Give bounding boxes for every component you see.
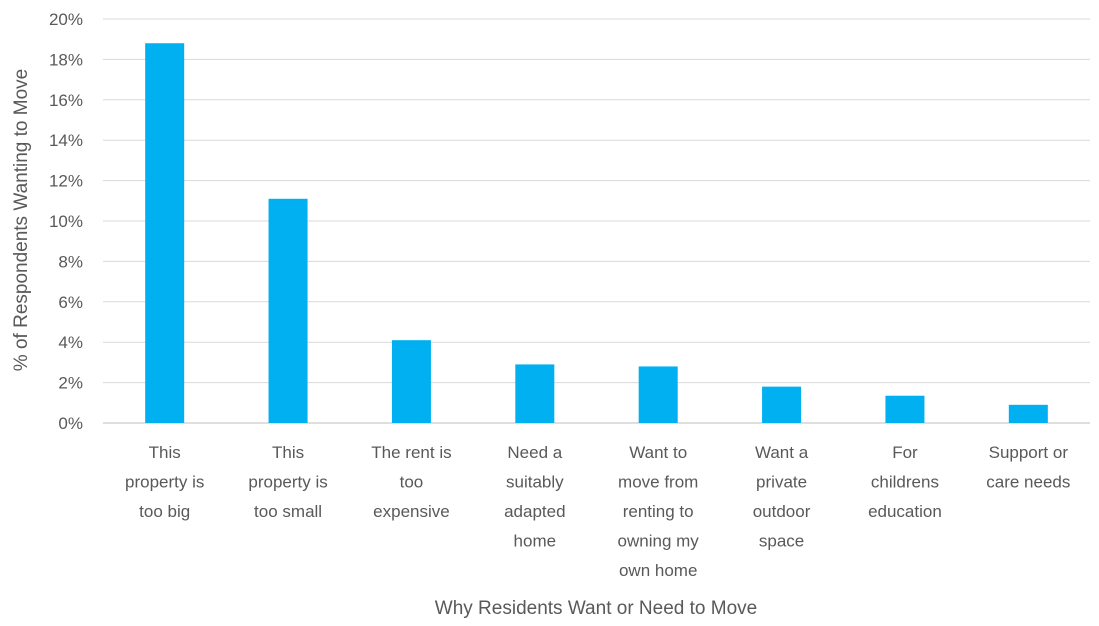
x-category-label-line: renting to	[623, 502, 694, 521]
x-category-label: The rent is too expensive	[371, 443, 451, 521]
x-category-label-line: outdoor	[753, 502, 811, 521]
x-category-label-line: property is	[125, 473, 204, 492]
y-axis-title: % of Respondents Wanting to Move	[11, 69, 32, 371]
y-tick-label: 20%	[49, 10, 83, 29]
x-category-label: For childrens education	[868, 443, 942, 521]
bar	[515, 364, 555, 423]
x-category-label-line: The rent is	[371, 443, 451, 462]
x-category-label: This property is too big	[125, 443, 204, 521]
x-category-label-line: For	[892, 443, 918, 462]
y-tick-label: 6%	[58, 293, 83, 312]
y-tick-label: 18%	[49, 50, 83, 69]
y-tick-label: 8%	[58, 252, 83, 271]
x-category-label-line: childrens	[871, 473, 939, 492]
x-category-label-line: move from	[618, 473, 698, 492]
y-tick-label: 0%	[58, 414, 83, 433]
x-category-label-line: Support or	[989, 443, 1069, 462]
bar	[391, 340, 431, 423]
x-category-label-line: too small	[254, 502, 322, 521]
y-tick-label: 12%	[49, 172, 83, 191]
x-category-label-line: Want to	[629, 443, 687, 462]
y-axis-ticks: 0% 2% 4% 6% 8% 10% 12% 14% 16% 18% 20%	[49, 10, 83, 433]
x-axis-title: Why Residents Want or Need to Move	[435, 598, 757, 619]
bar	[268, 198, 308, 423]
x-category-label: Support or care needs	[986, 443, 1070, 492]
x-category-label: Want a private outdoor space	[753, 443, 811, 551]
bar	[638, 366, 678, 423]
x-category-label-line: Need a	[507, 443, 562, 462]
y-tick-label: 16%	[49, 91, 83, 110]
y-tick-label: 14%	[49, 131, 83, 150]
x-category-label-line: suitably	[506, 473, 564, 492]
x-category-label-line: private	[756, 473, 807, 492]
x-category-label-line: education	[868, 502, 942, 521]
x-category-label-line: Want a	[755, 443, 809, 462]
x-axis-categories: This property is too big This property is too…	[125, 443, 1070, 580]
x-category-label-line: expensive	[373, 502, 450, 521]
x-category-label-line: care needs	[986, 473, 1070, 492]
y-tick-label: 2%	[58, 374, 83, 393]
x-category-label-line: This	[272, 443, 304, 462]
x-category-label-line: adapted	[504, 502, 565, 521]
bars	[145, 43, 1048, 424]
bar	[885, 395, 925, 423]
bar	[762, 386, 802, 423]
x-category-label-line: too big	[139, 502, 190, 521]
x-category-label: This property is too small	[248, 443, 327, 521]
y-tick-label: 4%	[58, 333, 83, 352]
x-category-label-line: too	[400, 473, 424, 492]
bar	[145, 43, 185, 424]
bar	[1008, 404, 1048, 423]
x-category-label-line: property is	[248, 473, 327, 492]
x-category-label-line: home	[514, 532, 557, 551]
x-category-label: Want to move from renting to owning my own h…	[618, 443, 700, 580]
x-category-label-line: space	[759, 532, 804, 551]
x-category-label-line: own home	[619, 561, 697, 580]
x-category-label: Need a suitably adapted home	[504, 443, 565, 551]
x-category-label-line: owning my	[618, 532, 700, 551]
y-tick-label: 10%	[49, 212, 83, 231]
x-category-label-line: This	[149, 443, 181, 462]
gridlines	[103, 18, 1090, 424]
